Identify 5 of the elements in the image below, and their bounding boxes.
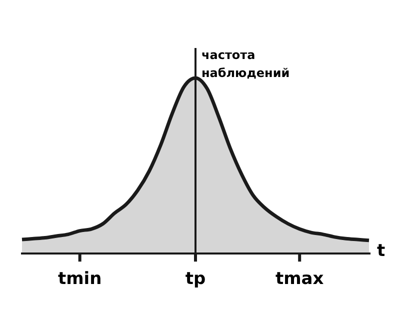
x-axis-title: t — [377, 241, 386, 262]
y-axis-title: частота наблюдений — [202, 48, 290, 80]
x-tick-label: tmax — [275, 269, 324, 290]
x-tick-label: tp — [185, 269, 206, 290]
x-tick-label: tmin — [58, 269, 102, 290]
